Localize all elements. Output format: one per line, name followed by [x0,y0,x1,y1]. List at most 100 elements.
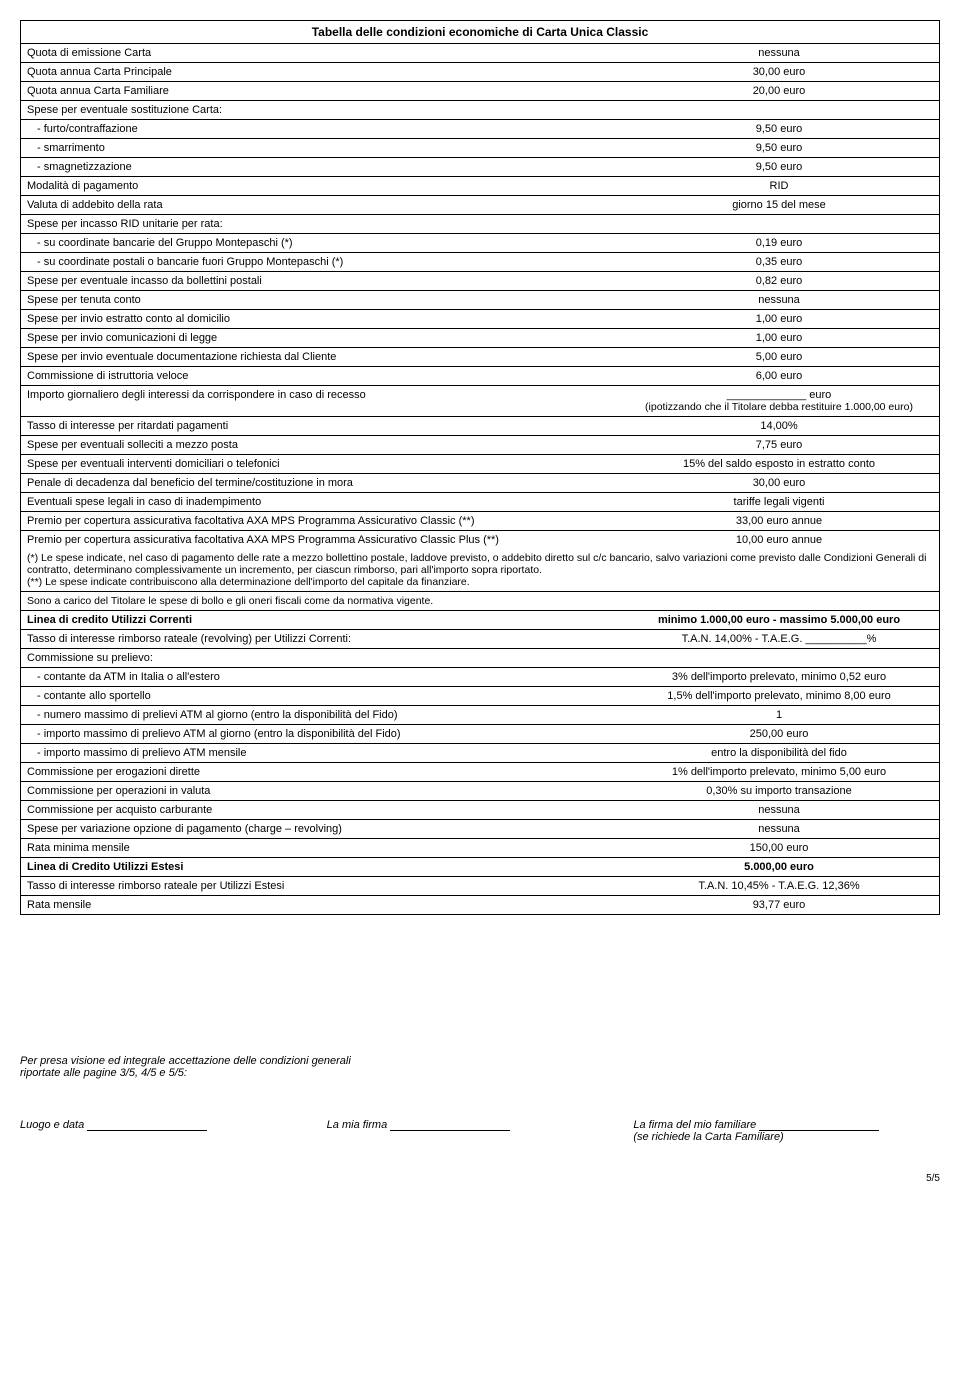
row-label: Commissione su prelievo: [21,649,619,667]
row-label: Spese per tenuta conto [21,291,619,309]
table-title: Tabella delle condizioni economiche di C… [21,21,939,44]
table-row: Rata minima mensile150,00 euro [21,839,939,858]
row-label: Premio per copertura assicurativa facolt… [21,512,619,530]
row-label: Tasso di interesse rimborso rateale per … [21,877,619,895]
table-row: Rata mensile93,77 euro [21,896,939,914]
row-value: 0,35 euro [619,253,939,271]
table-row: Commissione su prelievo: [21,649,939,668]
row-label: - su coordinate bancarie del Gruppo Mont… [21,234,619,252]
row-value: 1,5% dell'importo prelevato, minimo 8,00… [619,687,939,705]
table-row: - su coordinate postali o bancarie fuori… [21,253,939,272]
row-label: - importo massimo di prelievo ATM al gio… [21,725,619,743]
row-label: Commissione per erogazioni dirette [21,763,619,781]
table-row: Spese per eventuali interventi domicilia… [21,455,939,474]
row-value: 30,00 euro [619,63,939,81]
row-label: - smagnetizzazione [21,158,619,176]
row-label: Linea di Credito Utilizzi Estesi [21,858,619,876]
row-value: 0,30% su importo transazione [619,782,939,800]
row-label: Quota annua Carta Familiare [21,82,619,100]
row-value: nessuna [619,44,939,62]
row-value: 250,00 euro [619,725,939,743]
table-row: Eventuali spese legali in caso di inadem… [21,493,939,512]
row-label: - contante da ATM in Italia o all'estero [21,668,619,686]
row-value: 33,00 euro annue [619,512,939,530]
row-label: Quota annua Carta Principale [21,63,619,81]
row-value: 3% dell'importo prelevato, minimo 0,52 e… [619,668,939,686]
row-label: Rata minima mensile [21,839,619,857]
table-row: - importo massimo di prelievo ATM al gio… [21,725,939,744]
row-label: Spese per invio eventuale documentazione… [21,348,619,366]
row-label: Premio per copertura assicurativa facolt… [21,531,619,549]
footnote-1: (*) Le spese indicate, nel caso di pagam… [21,549,939,592]
row-value: T.A.N. 10,45% - T.A.E.G. 12,36% [619,877,939,895]
table-row: Importo giornaliero degli interessi da c… [21,386,939,417]
table-row: Commissione di istruttoria veloce6,00 eu… [21,367,939,386]
row-value: 0,82 euro [619,272,939,290]
table-row: - numero massimo di prelievi ATM al gior… [21,706,939,725]
row-label: Commissione per operazioni in valuta [21,782,619,800]
table-row: - smagnetizzazione9,50 euro [21,158,939,177]
table-row: Commissione per erogazioni dirette1% del… [21,763,939,782]
row-value: 150,00 euro [619,839,939,857]
row-value: 9,50 euro [619,139,939,157]
row-label: - smarrimento [21,139,619,157]
row-value: 15% del saldo esposto in estratto conto [619,455,939,473]
row-label: Quota di emissione Carta [21,44,619,62]
row-value: RID [619,177,939,195]
row-value: 1% dell'importo prelevato, minimo 5,00 e… [619,763,939,781]
table-row: Spese per invio comunicazioni di legge1,… [21,329,939,348]
row-label: Eventuali spese legali in caso di inadem… [21,493,619,511]
table-row: Spese per invio estratto conto al domici… [21,310,939,329]
row-value: T.A.N. 14,00% - T.A.E.G. __________% [619,630,939,648]
row-label: - furto/contraffazione [21,120,619,138]
row-value: 93,77 euro [619,896,939,914]
table-row: Commissione per operazioni in valuta0,30… [21,782,939,801]
signature-block: Luogo e data La mia firma La firma del m… [20,1119,940,1143]
row-value: _____________ euro(ipotizzando che il Ti… [619,386,939,416]
table-row: Tasso di interesse rimborso rateale per … [21,877,939,896]
row-label: Linea di credito Utilizzi Correnti [21,611,619,629]
table-row: Quota annua Carta Principale30,00 euro [21,63,939,82]
row-label: Tasso di interesse per ritardati pagamen… [21,417,619,435]
table-row: - contante allo sportello1,5% dell'impor… [21,687,939,706]
row-label: Spese per eventuale sostituzione Carta: [21,101,619,119]
row-value: 20,00 euro [619,82,939,100]
row-label: Valuta di addebito della rata [21,196,619,214]
table-row: Modalità di pagamentoRID [21,177,939,196]
row-label: Importo giornaliero degli interessi da c… [21,386,619,416]
row-label: - contante allo sportello [21,687,619,705]
row-label: Commissione di istruttoria veloce [21,367,619,385]
row-value: 5.000,00 euro [619,858,939,876]
sig-luogo: Luogo e data [20,1119,327,1143]
table-row: Spese per variazione opzione di pagament… [21,820,939,839]
row-label: - su coordinate postali o bancarie fuori… [21,253,619,271]
table-row: - contante da ATM in Italia o all'estero… [21,668,939,687]
row-value: 1,00 euro [619,310,939,328]
row-value: 1,00 euro [619,329,939,347]
row-value: 14,00% [619,417,939,435]
table-row: Tasso di interesse rimborso rateale (rev… [21,630,939,649]
page-number: 5/5 [20,1173,940,1184]
row-label: - importo massimo di prelievo ATM mensil… [21,744,619,762]
table-row: Spese per incasso RID unitarie per rata: [21,215,939,234]
table-row: Spese per eventuale sostituzione Carta: [21,101,939,120]
table-row: Premio per copertura assicurativa facolt… [21,531,939,549]
table-row: - importo massimo di prelievo ATM mensil… [21,744,939,763]
row-label: Tasso di interesse rimborso rateale (rev… [21,630,619,648]
row-value: 10,00 euro annue [619,531,939,549]
row-value [619,649,939,667]
row-value [619,215,939,233]
table-row: Quota di emissione Cartanessuna [21,44,939,63]
table-row: Penale di decadenza dal beneficio del te… [21,474,939,493]
row-value: 0,19 euro [619,234,939,252]
row-value: 6,00 euro [619,367,939,385]
row-value: giorno 15 del mese [619,196,939,214]
footnote-3: Sono a carico del Titolare le spese di b… [21,592,939,611]
row-value: entro la disponibilità del fido [619,744,939,762]
row-value: 30,00 euro [619,474,939,492]
row-value: 9,50 euro [619,120,939,138]
row-value: nessuna [619,291,939,309]
row-label: Spese per eventuali interventi domicilia… [21,455,619,473]
table-row: Linea di credito Utilizzi Correntiminimo… [21,611,939,630]
row-value: minimo 1.000,00 euro - massimo 5.000,00 … [619,611,939,629]
